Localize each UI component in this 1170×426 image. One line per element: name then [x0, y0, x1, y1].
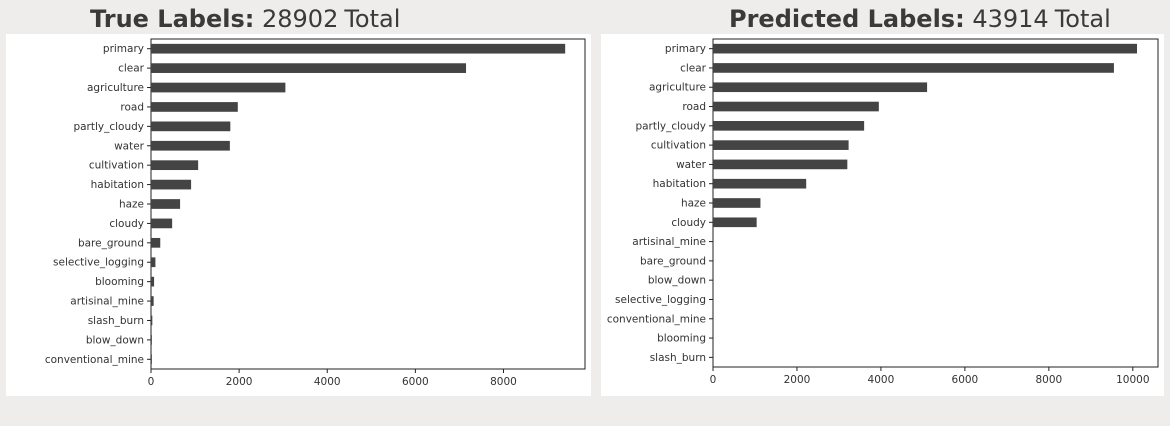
y-tick-label: agriculture — [649, 82, 706, 94]
x-tick-label: 6000 — [402, 376, 429, 388]
x-tick-label: 2000 — [784, 374, 811, 386]
bar — [151, 316, 152, 326]
bar — [151, 44, 565, 54]
y-tick-label: bare_ground — [640, 255, 706, 267]
y-tick-label: cultivation — [89, 160, 144, 172]
x-tick-label: 4000 — [868, 374, 895, 386]
y-tick-label: agriculture — [87, 82, 144, 94]
bar — [151, 219, 172, 229]
bar — [151, 63, 466, 73]
y-tick-label: water — [114, 140, 145, 152]
y-tick-label: slash_burn — [650, 352, 706, 364]
y-tick-label: blooming — [95, 276, 144, 288]
y-tick-label: selective_logging — [615, 294, 706, 306]
total-word: Total — [1055, 5, 1111, 33]
y-tick-label: water — [676, 159, 707, 171]
y-tick-label: habitation — [653, 178, 706, 190]
y-tick-label: artisinal_mine — [632, 236, 706, 248]
y-tick-label: blow_down — [648, 275, 706, 287]
bar — [151, 277, 154, 287]
bar — [713, 179, 806, 189]
bar — [151, 122, 230, 132]
x-tick-label: 0 — [710, 374, 717, 386]
bar — [151, 83, 285, 93]
y-tick-label: artisinal_mine — [70, 296, 144, 308]
x-tick-label: 2000 — [226, 376, 253, 388]
bar — [151, 141, 230, 151]
bar — [151, 180, 191, 190]
y-tick-label: road — [120, 101, 144, 113]
true-labels-chart-svg: primary clear agriculture road partly_cloudy… — [6, 34, 591, 396]
y-tick-label: road — [682, 101, 706, 113]
bar — [713, 160, 847, 170]
total-word: Total — [344, 5, 400, 33]
y-tick-label: haze — [681, 198, 706, 210]
x-tick-label: 4000 — [314, 376, 341, 388]
y-tick-label: selective_logging — [53, 257, 144, 269]
bar — [713, 217, 757, 227]
x-tick-label: 8000 — [1035, 374, 1062, 386]
y-tick-label: partly_cloudy — [635, 120, 706, 132]
bar — [713, 63, 1114, 73]
bar — [151, 354, 152, 364]
title-bold: True Labels: — [90, 5, 254, 33]
x-tick-label: 10000 — [1116, 374, 1149, 386]
y-tick-label: habitation — [91, 179, 144, 191]
y-tick-label: blooming — [657, 333, 706, 345]
x-tick-label: 8000 — [490, 376, 517, 388]
predicted-labels-chart: primary clear agriculture road partly_cloudy… — [601, 34, 1164, 396]
y-tick-label: partly_cloudy — [73, 121, 144, 133]
x-tick-label: 6000 — [952, 374, 979, 386]
y-tick-label: primary — [665, 43, 706, 55]
y-tick-label: conventional_mine — [45, 354, 144, 366]
panel-title-predicted-labels: Predicted Labels: 43914 Total — [729, 4, 1111, 34]
y-tick-label: conventional_mine — [607, 313, 706, 325]
bar — [151, 102, 238, 112]
bar — [151, 160, 198, 170]
y-tick-label: cloudy — [671, 217, 706, 229]
total-value: 28902 — [262, 5, 338, 33]
bar — [151, 238, 160, 248]
y-tick-label: primary — [103, 43, 144, 55]
predicted-labels-chart-svg: primary clear agriculture road partly_cloudy… — [601, 34, 1164, 396]
y-tick-label: cultivation — [651, 140, 706, 152]
panel-title-true-labels: True Labels: 28902 Total — [90, 4, 400, 34]
y-tick-label: clear — [118, 63, 145, 75]
bar — [151, 335, 152, 345]
bar — [713, 198, 760, 208]
title-bold: Predicted Labels: — [729, 5, 965, 33]
x-tick-label: 0 — [148, 376, 155, 388]
y-tick-label: slash_burn — [88, 315, 144, 327]
bar — [713, 102, 879, 112]
y-tick-label: cloudy — [109, 218, 144, 230]
bar — [713, 82, 927, 92]
y-tick-label: bare_ground — [78, 237, 144, 249]
y-tick-label: clear — [680, 62, 707, 74]
true-labels-chart: primary clear agriculture road partly_cloudy… — [6, 34, 591, 396]
bar — [151, 257, 155, 267]
bar — [713, 140, 849, 150]
bar — [713, 121, 864, 131]
y-tick-label: blow_down — [86, 334, 144, 346]
bar — [151, 199, 180, 209]
bar — [151, 296, 154, 306]
total-value: 43914 — [972, 5, 1048, 33]
bar — [713, 44, 1137, 54]
y-tick-label: haze — [119, 199, 144, 211]
